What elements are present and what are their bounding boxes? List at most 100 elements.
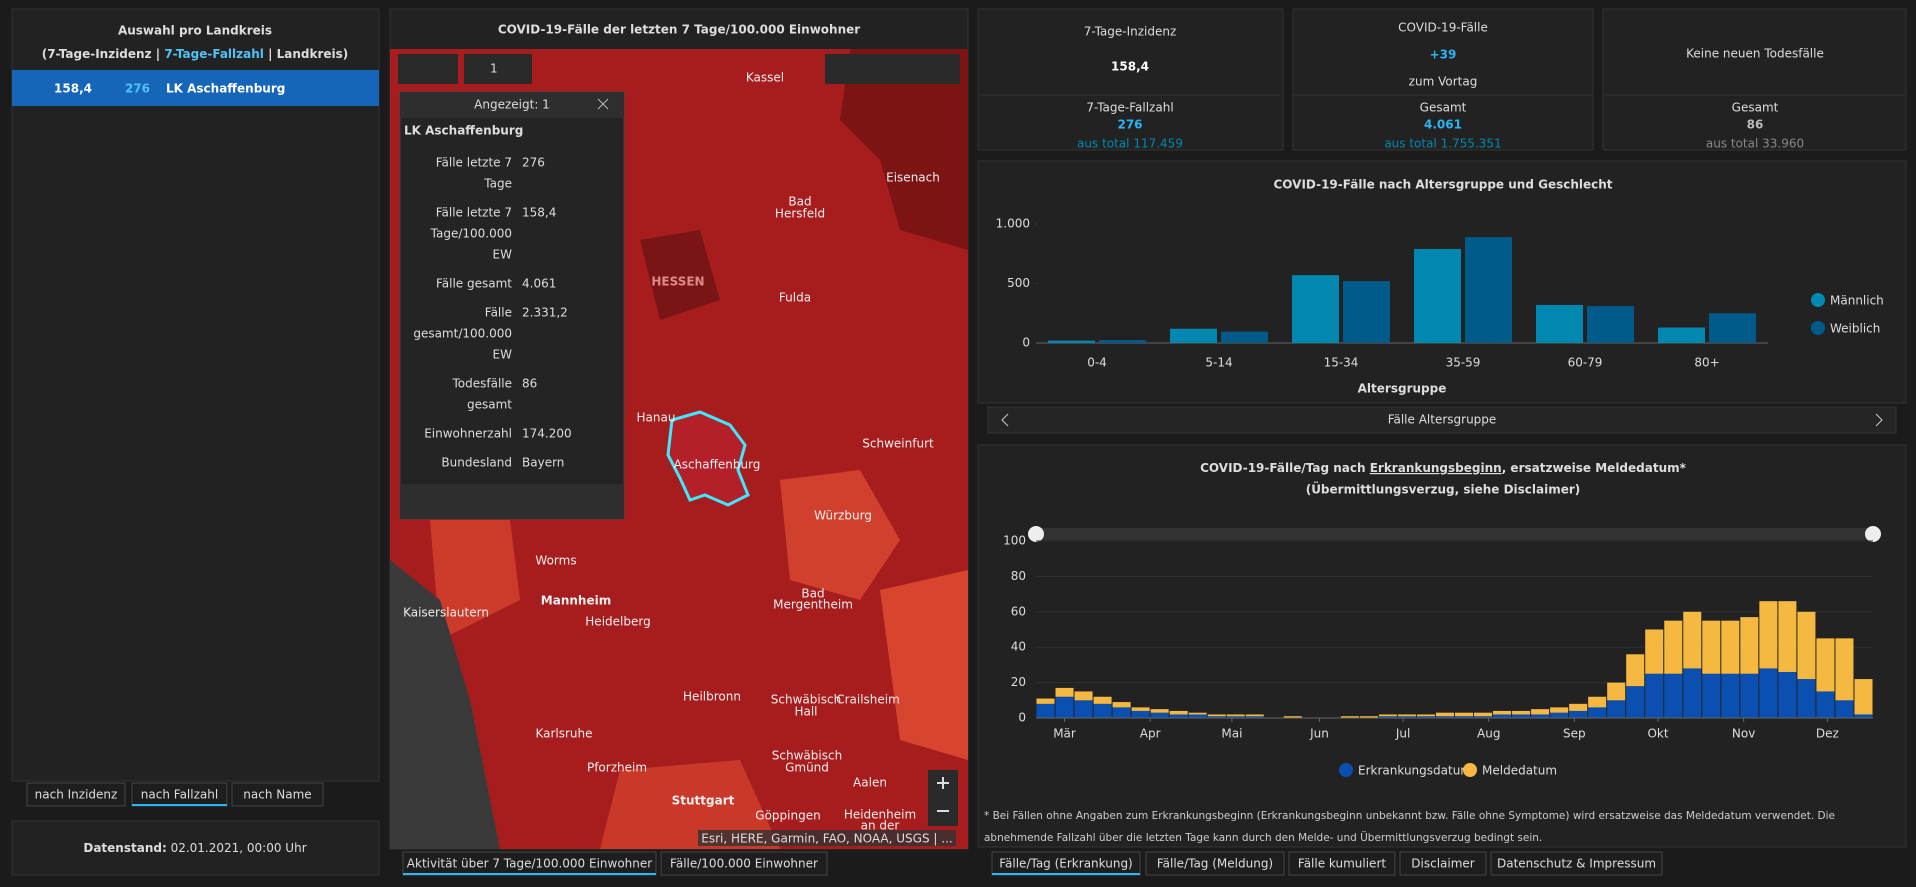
tab-label[interactable]: Fälle/100.000 Einwohner [670,857,818,871]
indicator-box [1292,8,1594,151]
bar-segment [1036,698,1055,704]
tab-label[interactable]: nach Inzidenz [35,788,118,802]
tab[interactable] [1490,851,1663,876]
bar-segment [1683,611,1702,669]
bar-segment [1626,686,1645,718]
slider-handle[interactable] [1865,526,1881,542]
tab-label[interactable]: Aktivität über 7 Tage/100.000 Einwohner [407,857,652,871]
bar [1292,275,1339,343]
tab-label[interactable]: Fälle kumuliert [1298,857,1386,871]
legend-swatch [1811,293,1825,307]
age-title: COVID-19-Fälle nach Altersgruppe und Ges… [1273,178,1612,192]
tab[interactable] [1145,851,1285,876]
bar-segment [1055,696,1074,718]
tab-label[interactable]: nach Name [243,788,311,802]
tab-label[interactable]: Fälle/Tag (Meldung) [1157,857,1273,871]
toolbar[interactable] [825,54,960,84]
subtitle-part: (7-Tage-Inzidenz | [42,47,165,61]
footnote: * Bei Fällen ohne Angaben zum Erkrankung… [984,810,1835,844]
bar-segment [1378,716,1397,718]
region [640,230,720,320]
map-label: Hanau [637,411,676,425]
y-tick-label: 0 [1018,711,1026,725]
popup-value: Bayern [522,456,564,470]
tab-underline [992,873,1140,875]
bar-segment [1721,673,1740,718]
indicator-sub-total: aus total 33.960 [1706,137,1804,151]
legend-swatch [1463,763,1477,777]
bar-segment [1093,696,1112,704]
pager[interactable] [987,406,1897,434]
x-tick-label: 35-59 [1446,356,1481,370]
daily-title: COVID-19-Fälle/Tag nach Erkrankungsbegin… [1200,461,1687,475]
map-label: Hall [794,705,817,719]
popup-title: LK Aschaffenburg [404,124,523,138]
map-label: Aalen [853,776,887,790]
x-tick-label: Mär [1053,727,1076,741]
indicator-sub-total: aus total 1.755.351 [1384,137,1501,151]
bar-segment [1645,629,1664,674]
datenstand-label: Datenstand: [83,841,166,855]
popup-label: EW [493,248,513,262]
map-label: Crailsheim [836,693,900,707]
map-label: Bad [788,195,811,209]
tab-label[interactable]: nach Fallzahl [141,788,218,802]
popup-label: Fälle letzte 7 [436,156,512,170]
close-icon[interactable] [597,98,609,110]
bar [1587,306,1634,343]
pager-arrows[interactable] [1001,413,1883,427]
popup-label: Fälle letzte 7 [436,206,512,220]
bar-segment [1112,707,1131,718]
selected-row[interactable] [12,70,379,106]
bar-segment [1474,716,1493,718]
popup-label: Bundesland [441,456,512,470]
slider-handle[interactable] [1028,526,1044,542]
bar-segment [1759,668,1778,718]
bar-segment [1188,714,1207,718]
age-x-label: Altersgruppe [1358,382,1447,396]
bar-segment [1150,709,1169,713]
left-panel [11,8,380,782]
bar-segment [1531,709,1550,715]
bar-segment [1397,714,1416,717]
tab[interactable] [231,782,324,807]
slider[interactable] [1036,528,1873,540]
bar [1536,304,1583,343]
map-label: an der [861,819,900,833]
toolbar[interactable] [398,54,458,84]
indicator-note: zum Vortag [1409,75,1478,89]
map-label: Schweinfurt [862,437,934,451]
tab[interactable] [1288,851,1396,876]
tab[interactable] [26,782,126,807]
tab-underline [403,873,656,875]
x-tick-label: 80+ [1694,356,1719,370]
bar-segment [1721,620,1740,674]
daily-subtitle: (Übermittlungsverzug, siehe Disclaimer) [1306,482,1581,497]
tab[interactable] [660,851,828,876]
map-label: Eisenach [886,171,940,185]
bar-segment [1055,687,1074,697]
map-label: Mergentheim [773,598,853,612]
x-tick-label: Dez [1816,727,1839,741]
date-box [11,820,380,876]
tab-label[interactable]: Datenschutz & Impressum [1497,857,1656,871]
panel-title: Auswahl pro Landkreis [118,24,272,38]
tab-label[interactable]: Disclaimer [1411,857,1475,871]
popup-header: Angezeigt: 1 [474,98,550,112]
bar-segment [1093,703,1112,718]
map-label: Stuttgart [672,794,735,808]
indicator-sub-value: 4.061 [1424,118,1462,132]
popup-label: Fälle gesamt [436,277,512,291]
bar-segment [1569,703,1588,711]
bar-segment [1569,710,1588,718]
map-title: COVID-19-Fälle der letzten 7 Tage/100.00… [498,23,860,37]
map-label: Hersfeld [775,207,825,221]
toolbar[interactable] [464,54,532,84]
bar-segment [1226,716,1245,718]
selected-county[interactable] [666,410,750,507]
incidence: 158,4 [54,82,92,96]
tab[interactable] [1399,851,1487,876]
tab-label[interactable]: Fälle/Tag (Erkrankung) [999,857,1133,871]
bar-segment [1645,673,1664,718]
